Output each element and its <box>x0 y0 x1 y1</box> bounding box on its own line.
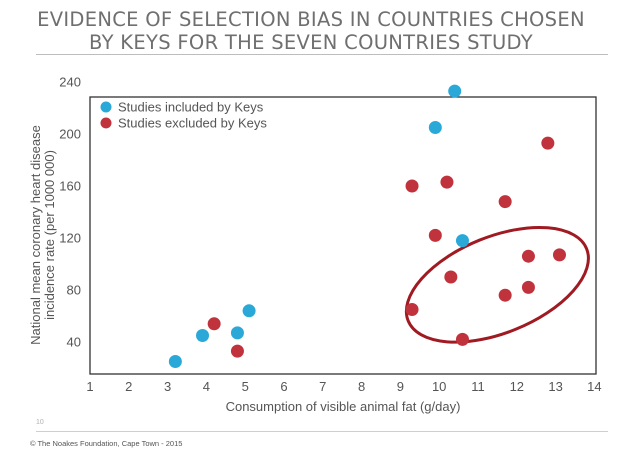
legend-marker-excluded <box>100 117 112 129</box>
copyright-credit: © The Noakes Foundation, Cape Town - 201… <box>30 439 183 448</box>
legend-label-included: Studies included by Keys <box>118 100 264 115</box>
title-line-1: EVIDENCE OF SELECTION BIAS IN COUNTRIES … <box>37 8 585 31</box>
plot-frame <box>89 96 597 375</box>
x-tick-label: 4 <box>203 379 210 394</box>
point-included <box>242 304 256 318</box>
title-divider <box>36 54 608 55</box>
x-tick-label: 13 <box>548 379 562 394</box>
legend-label-excluded: Studies excluded by Keys <box>118 116 267 131</box>
y-axis-label-line-1: National mean coronary heart disease <box>28 125 43 345</box>
point-included <box>455 234 469 248</box>
point-excluded <box>207 317 221 331</box>
y-tick-label: 120 <box>59 231 81 246</box>
point-excluded <box>498 288 512 302</box>
x-axis-ticks: 1 2 3 4 5 6 7 8 9 10 11 12 13 14 <box>86 379 601 394</box>
x-tick-label: 5 <box>242 379 249 394</box>
x-tick-label: 1 <box>86 379 93 394</box>
y-axis-ticks: 40 80 120 160 200 240 <box>59 75 81 350</box>
point-excluded <box>444 270 458 284</box>
data-points <box>168 84 566 368</box>
y-tick-label: 240 <box>59 75 81 90</box>
y-tick-label: 40 <box>67 335 81 350</box>
point-excluded <box>521 249 535 263</box>
point-included <box>428 121 442 134</box>
slide-title: EVIDENCE OF SELECTION BIAS IN COUNTRIES … <box>0 8 622 54</box>
annotation-layer <box>404 225 590 344</box>
y-axis-label: National mean coronary heart disease inc… <box>28 125 57 345</box>
point-excluded <box>521 280 535 294</box>
x-tick-label: 14 <box>587 379 601 394</box>
y-tick-label: 200 <box>59 127 81 142</box>
x-tick-label: 12 <box>510 379 524 394</box>
y-tick-label: 160 <box>59 179 81 194</box>
point-excluded <box>440 175 454 189</box>
footer-divider <box>36 431 608 432</box>
highlight-ellipse <box>404 225 590 344</box>
point-included <box>448 84 462 98</box>
x-tick-label: 9 <box>397 379 404 394</box>
slide-number: 10 <box>36 419 44 426</box>
point-excluded <box>541 136 555 150</box>
point-excluded <box>405 179 419 193</box>
point-excluded <box>428 228 442 242</box>
x-tick-label: 6 <box>280 379 287 394</box>
x-tick-label: 2 <box>125 379 132 394</box>
point-included <box>230 326 244 340</box>
y-tick-label: 80 <box>67 283 81 298</box>
point-included <box>196 329 210 342</box>
x-tick-label: 10 <box>432 379 446 394</box>
y-axis-label-line-2: incidence rate (per 1000 000) <box>42 150 57 320</box>
x-axis-label: Consumption of visible animal fat (g/day… <box>226 399 461 414</box>
x-tick-label: 3 <box>164 379 171 394</box>
point-excluded <box>405 303 419 316</box>
legend-marker-included <box>100 101 112 113</box>
legend: Studies included by Keys Studies exclude… <box>100 100 267 131</box>
point-excluded <box>552 248 566 262</box>
point-excluded <box>498 195 512 209</box>
x-tick-label: 7 <box>319 379 326 394</box>
point-excluded <box>455 332 469 346</box>
point-excluded <box>230 344 244 358</box>
point-included <box>168 355 182 368</box>
title-line-2: BY KEYS FOR THE SEVEN COUNTRIES STUDY <box>88 31 534 54</box>
x-tick-label: 8 <box>358 379 365 394</box>
x-tick-label: 11 <box>471 379 485 394</box>
